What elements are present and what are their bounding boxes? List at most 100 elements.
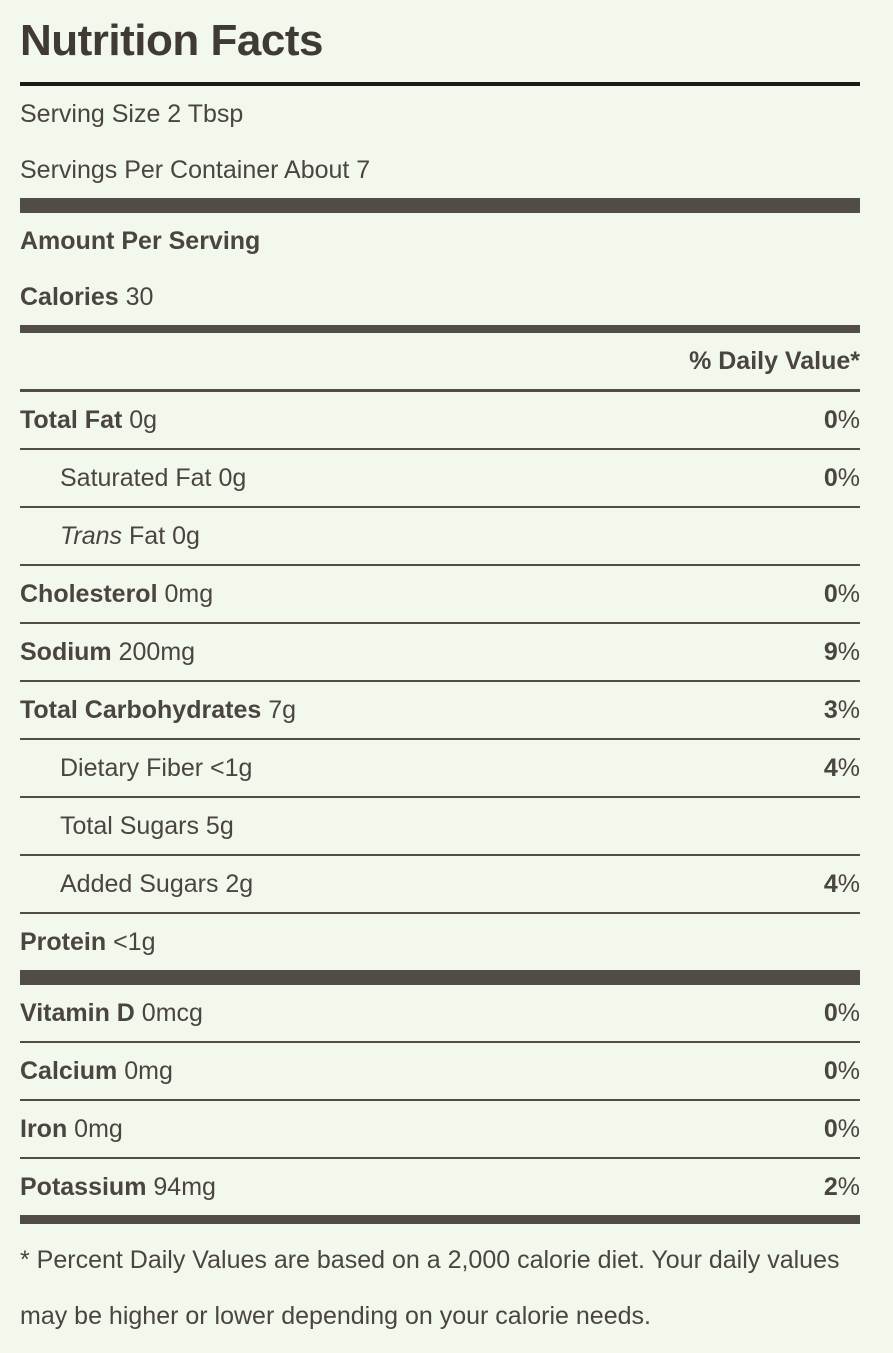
nutrient-list: Total Fat 0g 0% Saturated Fat 0g 0% Trans Fa… <box>20 392 860 970</box>
servings-per-container: Servings Per Container About 7 <box>20 155 371 184</box>
percent-value: 0 <box>823 1114 838 1143</box>
nutrient-amount: 0mcg <box>141 998 203 1027</box>
nutrient-amount: 0mg <box>124 1056 173 1085</box>
nutrient-name: Sodium 200mg <box>20 638 195 667</box>
nutrient-label: Total Carbohydrates <box>20 695 262 724</box>
daily-value-percent: 0% <box>824 406 860 435</box>
nutrient-row: Calcium 0mg 0% <box>20 1043 860 1099</box>
percent-sign: % <box>837 405 860 434</box>
percent-value: 0 <box>823 998 838 1027</box>
row-divider <box>20 796 860 798</box>
row-divider <box>20 912 860 914</box>
nutrient-name: Total Fat 0g <box>20 406 157 435</box>
percent-sign: % <box>837 998 860 1027</box>
nutrient-amount: 0mg <box>74 1114 123 1143</box>
nutrient-label: Potassium <box>20 1172 147 1201</box>
nutrient-row: Vitamin D 0mcg 0% <box>20 985 860 1041</box>
footnote: * Percent Daily Values are based on a 2,… <box>20 1246 840 1330</box>
nutrient-label: Iron <box>20 1114 68 1143</box>
percent-value: 4 <box>823 869 838 898</box>
row-divider <box>20 448 860 450</box>
daily-value-header: % Daily Value* <box>689 346 860 375</box>
percent-sign: % <box>837 579 860 608</box>
nutrient-row: Saturated Fat 0g 0% <box>20 450 860 506</box>
percent-value: 3 <box>823 695 838 724</box>
nutrient-name: Dietary Fiber <1g <box>20 754 252 783</box>
nutrient-row: Protein <1g <box>20 914 860 970</box>
percent-sign: % <box>837 1114 860 1143</box>
percent-sign: % <box>837 637 860 666</box>
calories-value: 30 <box>125 282 154 311</box>
nutrient-label: Total Fat <box>20 405 123 434</box>
nutrient-name: Saturated Fat 0g <box>20 464 246 493</box>
row-divider <box>20 564 860 566</box>
nutrient-row: Cholesterol 0mg 0% <box>20 566 860 622</box>
nutrient-label: Total Sugars <box>60 811 199 840</box>
thick-divider <box>20 198 860 213</box>
percent-value: 9 <box>823 637 838 666</box>
medium-divider <box>20 325 860 333</box>
nutrient-row: Total Fat 0g 0% <box>20 392 860 448</box>
nutrient-label: Sodium <box>20 637 112 666</box>
nutrient-name: Total Sugars 5g <box>20 812 234 841</box>
row-divider <box>20 680 860 682</box>
nutrient-label: Saturated Fat <box>60 463 212 492</box>
daily-value-percent: 0% <box>824 1057 860 1086</box>
thick-divider <box>20 970 860 985</box>
daily-value-percent: 4% <box>824 870 860 899</box>
nutrient-amount: <1g <box>210 753 253 782</box>
nutrient-name: Potassium 94mg <box>20 1173 216 1202</box>
percent-sign: % <box>837 1056 860 1085</box>
nutrient-name: Vitamin D 0mcg <box>20 999 203 1028</box>
row-divider <box>20 1099 860 1101</box>
row-divider <box>20 506 860 508</box>
nutrient-row: Total Carbohydrates 7g 3% <box>20 682 860 738</box>
daily-value-percent: 4% <box>824 754 860 783</box>
nutrient-name: Protein <1g <box>20 928 156 957</box>
nutrient-amount: 0g <box>129 405 158 434</box>
percent-value: 0 <box>823 405 838 434</box>
nutrition-label: Nutrition Facts Serving Size 2 Tbsp Serv… <box>20 0 860 1344</box>
nutrient-label: Vitamin D <box>20 998 135 1027</box>
nutrient-amount: 2g <box>225 869 254 898</box>
nutrient-label: Added Sugars <box>60 869 219 898</box>
daily-value-percent: 2% <box>824 1173 860 1202</box>
nutrient-name: Added Sugars 2g <box>20 870 253 899</box>
nutrient-label: Calcium <box>20 1056 118 1085</box>
daily-value-percent: 3% <box>824 696 860 725</box>
nutrient-amount: 94mg <box>153 1172 216 1201</box>
nutrient-amount: 5g <box>205 811 234 840</box>
nutrient-amount: 0g <box>218 463 247 492</box>
nutrient-label: Dietary Fiber <box>60 753 204 782</box>
percent-sign: % <box>837 753 860 782</box>
daily-value-percent: 0% <box>824 999 860 1028</box>
nutrient-row: Dietary Fiber <1g 4% <box>20 740 860 796</box>
percent-value: 0 <box>823 579 838 608</box>
row-divider <box>20 622 860 624</box>
daily-value-percent: 0% <box>824 580 860 609</box>
percent-sign: % <box>837 1172 860 1201</box>
nutrient-name: Calcium 0mg <box>20 1057 173 1086</box>
nutrient-row: Total Sugars 5g <box>20 798 860 854</box>
nutrient-row: Trans Fat 0g <box>20 508 860 564</box>
nutrient-label: Cholesterol <box>20 579 158 608</box>
nutrient-amount: 7g <box>268 695 297 724</box>
thin-divider <box>20 389 860 392</box>
nutrient-row: Added Sugars 2g 4% <box>20 856 860 912</box>
row-divider <box>20 1157 860 1159</box>
label-title: Nutrition Facts <box>20 16 323 65</box>
nutrient-amount: 0mg <box>164 579 214 608</box>
calories-label: Calories <box>20 282 119 311</box>
row-divider <box>20 854 860 856</box>
daily-value-percent: 9% <box>824 638 860 667</box>
percent-value: 0 <box>823 463 838 492</box>
bottom-divider <box>20 1215 860 1224</box>
nutrient-name: Cholesterol 0mg <box>20 580 213 609</box>
nutrient-name: Total Carbohydrates 7g <box>20 696 296 725</box>
nutrient-name: Iron 0mg <box>20 1115 123 1144</box>
percent-sign: % <box>837 695 860 724</box>
title-rule <box>20 82 860 86</box>
calories-row: Calories 30 <box>20 269 860 325</box>
vitamin-list: Vitamin D 0mcg 0% Calcium 0mg 0% Iron 0mg 0% P… <box>20 985 860 1215</box>
amount-per-serving: Amount Per Serving <box>20 226 261 255</box>
